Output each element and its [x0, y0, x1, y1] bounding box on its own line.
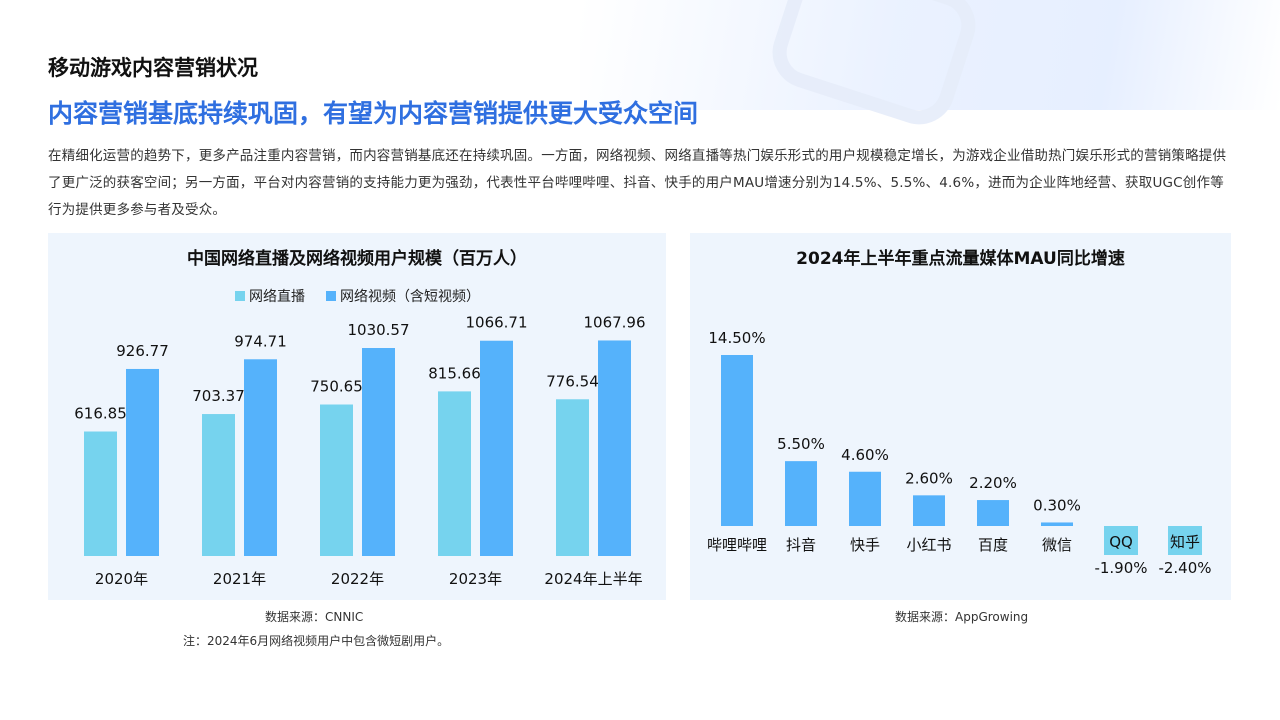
left-chart-panel: 中国网络直播及网络视频用户规模（百万人） 网络直播 网络视频（含短视频） 616.85…	[48, 233, 666, 600]
value-label-0-3: 815.66	[428, 364, 481, 382]
mau-category-label-3: 小红书	[906, 536, 951, 554]
x-tick-label-4: 2024年上半年	[544, 570, 642, 588]
x-tick-label-2: 2022年	[331, 570, 384, 588]
mau-value-label-5: 0.30%	[1033, 496, 1081, 514]
right-source-text: 数据来源：AppGrowing	[895, 610, 1029, 624]
value-label-0-1: 703.37	[192, 387, 245, 405]
x-tick-label-3: 2023年	[449, 570, 502, 588]
bar-0-2	[320, 404, 353, 556]
value-label-1-1: 974.71	[234, 332, 287, 350]
value-label-0-0: 616.85	[74, 405, 127, 423]
bar-0-0	[84, 431, 117, 556]
mau-value-label-2: 4.60%	[841, 446, 889, 464]
left-source-text: 数据来源：CNNIC	[265, 610, 364, 624]
mau-category-label-2: 快手	[850, 536, 880, 554]
value-label-1-2: 1030.57	[347, 321, 409, 339]
mau-value-label-6: -1.90%	[1094, 559, 1147, 577]
left-note-text: 注：2024年6月网络视频用户中包含微短剧用户。	[183, 634, 450, 648]
mau-value-label-7: -2.40%	[1158, 559, 1211, 577]
value-label-0-2: 750.65	[310, 378, 363, 396]
bar-1-3	[480, 340, 513, 556]
right-chart-title: 2024年上半年重点流量媒体MAU同比增速	[796, 248, 1125, 269]
mau-value-label-0: 14.50%	[708, 329, 765, 347]
mau-bar-0	[721, 355, 753, 526]
legend-label-1: 网络视频（含短视频）	[340, 289, 480, 305]
right-chart-panel: 2024年上半年重点流量媒体MAU同比增速 14.50% 哔哩哔哩 5.50% 抖音 4.…	[690, 233, 1231, 600]
x-tick-label-1: 2021年	[213, 570, 266, 588]
mau-bar-7	[1168, 526, 1202, 555]
right-chart-svg: 2024年上半年重点流量媒体MAU同比增速 14.50% 哔哩哔哩 5.50% 抖音 4.…	[707, 248, 1212, 577]
header-decoration-shape	[763, 0, 985, 134]
mau-value-label-3: 2.60%	[905, 469, 953, 487]
value-label-1-0: 926.77	[116, 342, 169, 360]
headline: 内容营销基底持续巩固，有望为内容营销提供更大受众空间	[48, 99, 699, 128]
mau-value-label-1: 5.50%	[777, 435, 825, 453]
mau-category-label-5: 微信	[1042, 536, 1072, 554]
legend-swatch-1	[326, 291, 336, 301]
section-title: 移动游戏内容营销状况	[48, 56, 258, 80]
mau-bar-4	[977, 500, 1009, 526]
bar-1-4	[598, 340, 631, 556]
value-label-1-4: 1067.96	[583, 313, 645, 331]
bar-0-3	[438, 391, 471, 556]
left-chart-svg: 中国网络直播及网络视频用户规模（百万人） 网络直播 网络视频（含短视频） 616.85…	[74, 248, 645, 588]
x-tick-label-0: 2020年	[95, 570, 148, 588]
mau-bar-5	[1041, 522, 1073, 526]
bar-1-2	[362, 348, 395, 556]
mau-category-label-7: 知乎	[1170, 533, 1200, 551]
legend-label-0: 网络直播	[249, 288, 305, 305]
bar-0-1	[202, 414, 235, 556]
bar-1-0	[126, 368, 159, 556]
value-label-0-4: 776.54	[546, 372, 599, 390]
mau-category-label-6: QQ	[1109, 533, 1133, 551]
left-chart-title: 中国网络直播及网络视频用户规模（百万人）	[187, 248, 527, 269]
mau-category-label-0: 哔哩哔哩	[707, 536, 767, 554]
body-paragraph: 在精细化运营的趋势下，更多产品注重内容营销，而内容营销基底还在持续巩固。一方面，…	[48, 148, 1227, 218]
value-label-1-3: 1066.71	[465, 314, 527, 332]
bar-0-4	[556, 399, 589, 556]
mau-value-label-4: 2.20%	[969, 474, 1017, 492]
mau-bar-3	[913, 495, 945, 526]
mau-bar-6	[1104, 526, 1138, 555]
mau-bar-1	[785, 461, 817, 526]
header-background-decoration	[580, 0, 1280, 110]
mau-bar-2	[849, 471, 881, 526]
bar-1-1	[244, 359, 277, 556]
mau-category-label-4: 百度	[978, 536, 1008, 554]
legend-swatch-0	[235, 291, 245, 301]
mau-category-label-1: 抖音	[786, 536, 816, 554]
